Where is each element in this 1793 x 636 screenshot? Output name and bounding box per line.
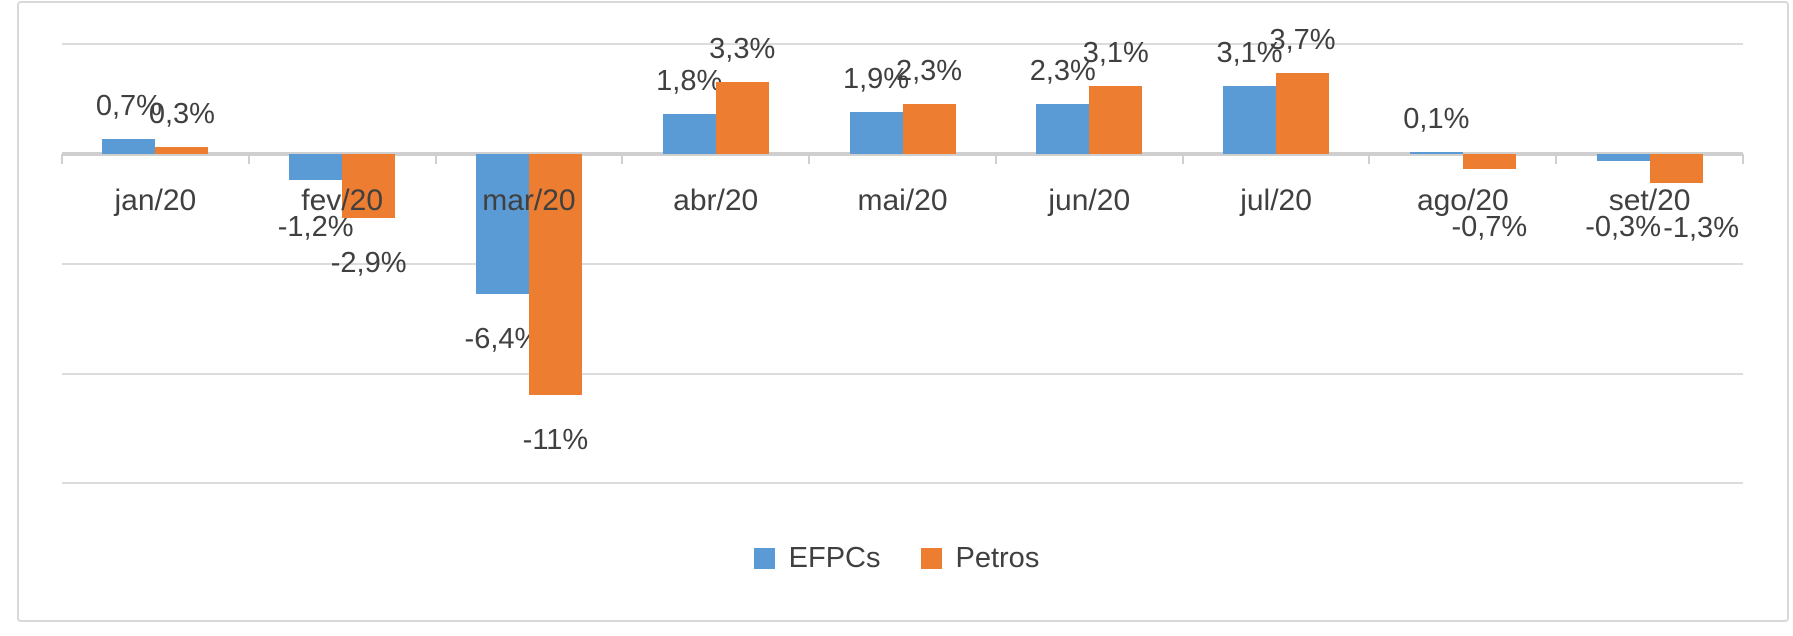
bar-efpcs-jan/20 xyxy=(102,138,156,154)
bar-petros-set/20 xyxy=(1649,154,1703,183)
bar-petros-fev/20 xyxy=(342,154,396,218)
legend-item-efpcs: EFPCs xyxy=(753,542,881,574)
data-label: 0,3% xyxy=(148,98,215,131)
category-label: jan/20 xyxy=(114,184,197,217)
category-label: ago/20 xyxy=(1416,184,1509,217)
data-label: -11% xyxy=(522,424,589,457)
data-label: 2,3% xyxy=(895,54,963,87)
data-label: 2,3% xyxy=(1029,54,1096,87)
category-label: fev/20 xyxy=(301,184,384,217)
data-label: 0,7% xyxy=(95,89,162,122)
legend-label: EFPCs xyxy=(788,542,881,574)
bar-petros-jun/20 xyxy=(1089,85,1143,154)
legend-label: Petros xyxy=(955,542,1040,574)
axis-tick xyxy=(1555,154,1558,164)
axis-tick xyxy=(1181,154,1184,164)
data-label: -6,4% xyxy=(464,323,541,356)
legend-swatch-icon xyxy=(753,547,775,569)
axis-tick xyxy=(61,154,63,164)
bar-petros-jul/20 xyxy=(1276,72,1330,154)
axis-tick xyxy=(1368,154,1371,164)
bar-efpcs-set/20 xyxy=(1596,154,1650,161)
bar-efpcs-ago/20 xyxy=(1409,151,1463,154)
data-label: -1,2% xyxy=(277,211,354,243)
legend-item-petros: Petros xyxy=(920,542,1040,574)
data-label: 3,1% xyxy=(1216,36,1283,69)
category-label: mar/20 xyxy=(482,184,576,217)
category-label: abr/20 xyxy=(673,184,759,217)
data-label: -1,3% xyxy=(1663,211,1739,244)
gridline xyxy=(62,372,1743,375)
data-label: 3,7% xyxy=(1269,23,1336,56)
gridline xyxy=(62,482,1743,485)
bar-petros-jan/20 xyxy=(155,147,209,154)
bar-petros-mar/20 xyxy=(528,154,582,396)
data-label: -0,3% xyxy=(1585,211,1661,243)
bar-petros-mai/20 xyxy=(902,103,956,154)
bar-efpcs-jun/20 xyxy=(1036,103,1090,154)
gridline xyxy=(62,262,1743,265)
axis-tick xyxy=(434,154,437,164)
data-label: 1,8% xyxy=(656,65,723,98)
axis-tick xyxy=(247,154,250,164)
data-label: -0,7% xyxy=(1451,211,1528,243)
bar-efpcs-jul/20 xyxy=(1223,85,1277,154)
axis-tick xyxy=(621,154,624,164)
axis-tick xyxy=(1742,154,1744,164)
data-label: 1,9% xyxy=(842,63,910,96)
category-label: jul/20 xyxy=(1240,184,1312,217)
data-label: 3,1% xyxy=(1082,36,1149,69)
category-label: set/20 xyxy=(1608,184,1691,217)
bar-petros-abr/20 xyxy=(715,81,769,154)
bar-efpcs-mar/20 xyxy=(475,154,529,295)
bar-petros-ago/20 xyxy=(1462,154,1516,170)
category-label: jun/20 xyxy=(1048,184,1131,217)
data-label: 3,3% xyxy=(709,32,776,65)
axis-tick xyxy=(994,154,997,164)
category-label: mai/20 xyxy=(857,184,948,217)
legend: EFPCs Petros xyxy=(0,543,1793,573)
data-label: 0,1% xyxy=(1403,102,1470,135)
gridline xyxy=(62,43,1743,46)
data-label: -2,9% xyxy=(330,246,407,279)
bar-efpcs-abr/20 xyxy=(662,114,716,154)
legend-swatch-icon xyxy=(920,547,942,569)
bar-efpcs-fev/20 xyxy=(289,154,343,181)
axis-tick xyxy=(808,154,811,164)
bar-efpcs-mai/20 xyxy=(849,112,903,154)
x-axis-line xyxy=(62,152,1743,156)
